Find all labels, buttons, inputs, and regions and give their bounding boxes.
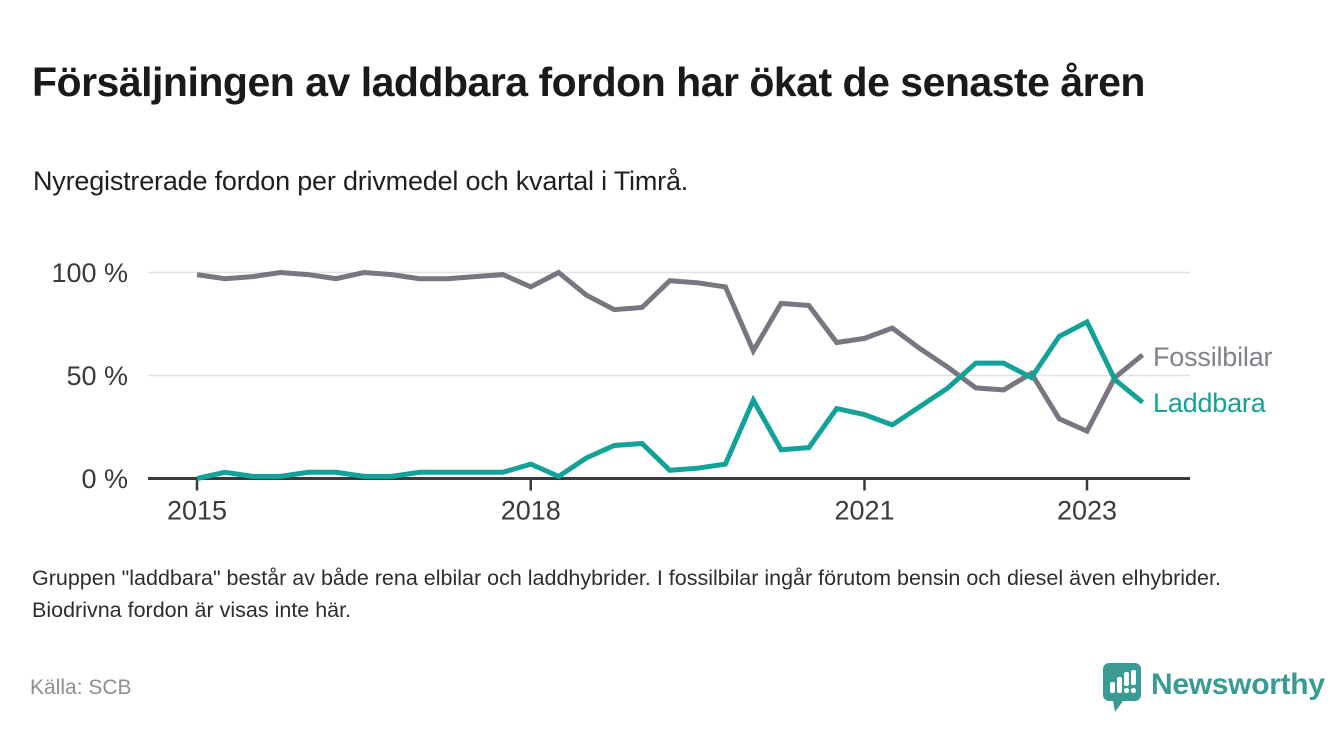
page-title: Försäljningen av laddbara fordon har öka… <box>32 59 1145 106</box>
y-tick-label-50: 50 % <box>66 361 128 391</box>
line-chart: 0 % 50 % 100 % 2015 2018 2021 2023 <box>51 258 1190 526</box>
x-tick-label-2021: 2021 <box>834 496 894 526</box>
newsworthy-logo-icon <box>1103 663 1141 712</box>
newsworthy-logo: Newsworthy <box>1102 662 1325 714</box>
x-tick-label-2015: 2015 <box>167 496 227 526</box>
laddbara-line <box>196 318 1145 481</box>
legend-label-fossilbilar: Fossilbilar <box>1153 342 1273 372</box>
y-tick-label-100: 100 % <box>51 258 128 288</box>
source-label: Källa: SCB <box>30 676 132 699</box>
y-tick-label-0: 0 % <box>81 464 128 494</box>
fossilbilar-line <box>196 269 1145 435</box>
x-tick-label-2023: 2023 <box>1057 496 1117 526</box>
chart-subtitle: Nyregistrerade fordon per drivmedel och … <box>33 166 689 196</box>
footnote: Gruppen "laddbara" består av både rena e… <box>32 566 1221 623</box>
x-tick-label-2018: 2018 <box>501 496 561 526</box>
legend-label-laddbara: Laddbara <box>1153 388 1266 418</box>
newsworthy-wordmark: Newsworthy <box>1151 668 1325 701</box>
